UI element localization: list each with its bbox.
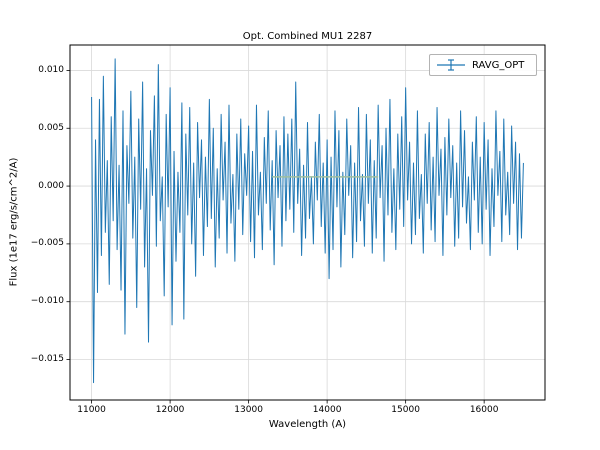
y-axis-label: Flux (1e17 erg/s/cm^2/A) <box>8 157 20 287</box>
x-axis-label: Wavelength (A) <box>268 419 347 430</box>
chart-title: Opt. Combined MU1 2287 <box>242 31 373 42</box>
errorbar-legend-icon <box>437 59 465 71</box>
y-tick-label: 0.005 <box>38 122 64 133</box>
y-tick-label: −0.010 <box>30 296 64 307</box>
y-tick-label: −0.005 <box>30 238 64 249</box>
x-tick-label: 16000 <box>469 405 499 415</box>
x-tick-label: 14000 <box>312 405 342 415</box>
y-tick-label: 0.000 <box>38 180 64 191</box>
x-tick-label: 11000 <box>77 405 106 415</box>
legend: RAVG_OPT <box>429 54 537 76</box>
x-tick-label: 13000 <box>234 405 263 415</box>
x-tick-label: 12000 <box>155 405 185 415</box>
x-tick-label: 15000 <box>391 405 420 415</box>
y-tick-label: −0.015 <box>30 354 64 365</box>
y-tick-label: 0.010 <box>38 64 64 75</box>
legend-label: RAVG_OPT <box>472 59 525 71</box>
